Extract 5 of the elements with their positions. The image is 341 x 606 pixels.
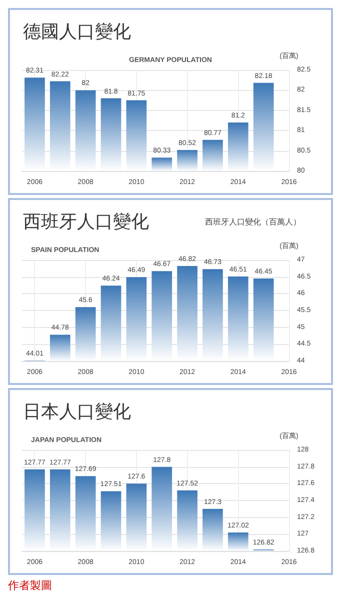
- text: 作者製圖: [8, 578, 53, 593]
- chart-title: 德國人口變化: [23, 22, 131, 42]
- chart-title: 日本人口變化: [23, 402, 131, 422]
- text: 西班牙人口變化（百萬人）: [205, 218, 301, 226]
- chart-title: 西班牙人口變化: [23, 212, 149, 232]
